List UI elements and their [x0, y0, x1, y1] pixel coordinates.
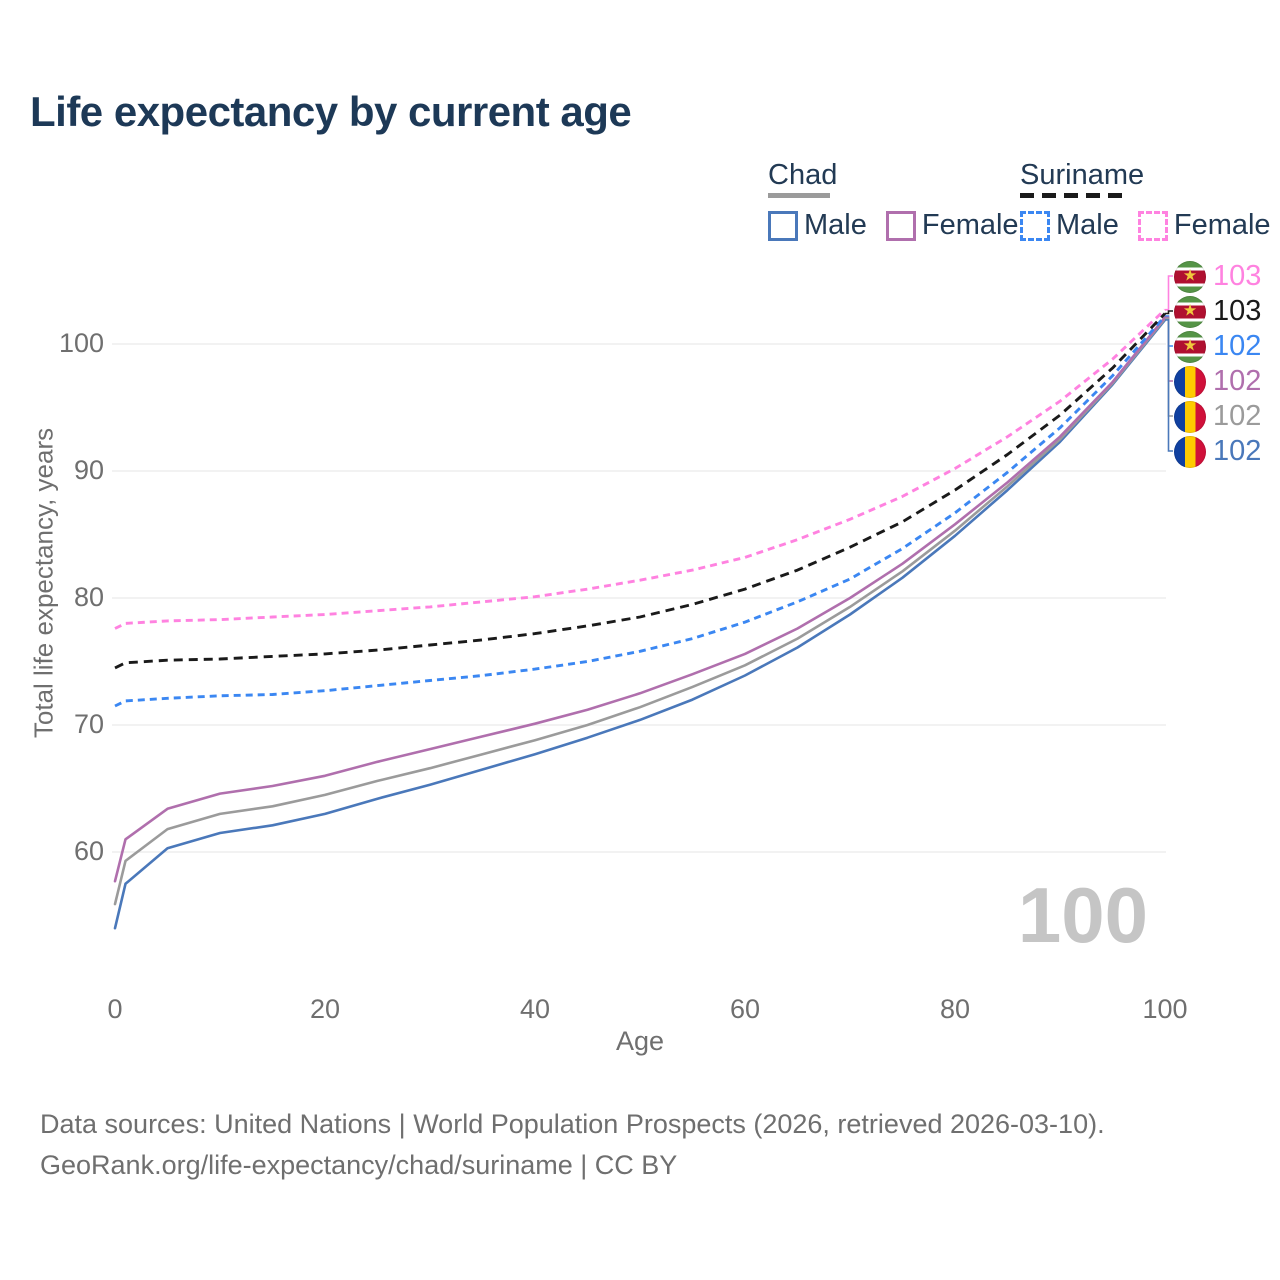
leader-line-chad-all: [1165, 317, 1173, 417]
legend-item-suriname-female[interactable]: Female: [1137, 209, 1271, 242]
series-line-suriname-female[interactable]: [114, 308, 1166, 630]
footer: Data sources: United Nations | World Pop…: [40, 1104, 1105, 1186]
suriname-flag-icon: [1174, 295, 1206, 328]
legend-suriname-male-label: Male: [1056, 209, 1119, 242]
legend-chad-all-swatch: [768, 193, 830, 199]
legend-group-chad: Chad Male Female: [768, 160, 1019, 242]
y-tick-70: 70: [73, 709, 104, 739]
end-label-row-chad-all: 102: [1174, 400, 1261, 433]
x-tick-80: 80: [939, 994, 971, 1024]
leader-line-chad-female: [1165, 316, 1173, 382]
suriname-flag-icon: [1174, 330, 1206, 363]
end-value-suriname-female: 103: [1213, 260, 1262, 292]
x-axis-title: Age: [615, 1026, 665, 1056]
legend-chad-label: Chad: [768, 159, 838, 191]
leader-line-suriname-female: [1165, 275, 1173, 311]
y-tick-100: 100: [58, 328, 104, 358]
series-line-suriname-all[interactable]: [114, 312, 1167, 670]
chad-female-swatch-icon: [885, 210, 916, 241]
x-tick-100: 100: [1142, 994, 1188, 1024]
chad-flag-icon: [1174, 365, 1206, 398]
series-line-chad-all[interactable]: [113, 317, 1167, 906]
end-value-chad-male: 102: [1213, 435, 1262, 467]
series-line-chad-male[interactable]: [113, 318, 1167, 930]
chad-flag-icon: [1174, 400, 1206, 433]
series-line-suriname-male[interactable]: [114, 315, 1167, 708]
legend-chad-female-label: Female: [921, 209, 1019, 242]
series-line-chad-female[interactable]: [113, 315, 1167, 883]
y-axis-title: Total life expectancy, years: [28, 427, 59, 739]
legend-suriname-label: Suriname: [1020, 159, 1145, 191]
chad-male-swatch-icon: [768, 210, 798, 241]
legend-suriname-female-label: Female: [1173, 209, 1271, 242]
x-tick-60: 60: [729, 994, 761, 1024]
end-label-row-suriname-male: 102: [1174, 330, 1261, 363]
x-tick-40: 40: [519, 994, 551, 1024]
end-value-chad-female: 102: [1213, 365, 1262, 397]
chad-flag-icon: [1174, 435, 1206, 468]
footer-attribution-line: GeoRank.org/life-expectancy/chad/surinam…: [40, 1150, 678, 1180]
end-value-chad-all: 102: [1213, 400, 1262, 432]
y-tick-90: 90: [73, 455, 104, 485]
end-label-row-suriname-all: 103: [1174, 295, 1261, 328]
end-label-row-chad-female: 102: [1174, 365, 1261, 398]
suriname-flag-icon: [1174, 260, 1206, 293]
x-tick-0: 0: [107, 994, 123, 1024]
end-label-row-suriname-female: 103: [1174, 260, 1261, 293]
suriname-male-swatch-icon: [1020, 210, 1050, 241]
leader-line-chad-male: [1165, 319, 1173, 452]
legend-chad-male-label: Male: [804, 209, 867, 242]
leader-line-suriname-all: [1165, 310, 1173, 315]
legend-item-suriname-male[interactable]: Male: [1020, 209, 1119, 242]
legend-item-chad-male[interactable]: Male: [768, 209, 867, 242]
x-tick-20: 20: [309, 994, 341, 1024]
end-value-suriname-all: 103: [1213, 295, 1262, 327]
end-label-row-chad-male: 102: [1174, 435, 1261, 468]
y-tick-60: 60: [73, 836, 104, 866]
y-tick-80: 80: [73, 582, 104, 612]
leader-line-suriname-male: [1165, 315, 1173, 347]
end-value-suriname-male: 102: [1213, 330, 1262, 362]
age-watermark: 100: [1017, 871, 1148, 959]
legend-group-suriname: Suriname Male Female: [1020, 160, 1271, 242]
page-title: Life expectancy by current age: [30, 88, 632, 135]
legend-item-chad-female[interactable]: Female: [885, 209, 1019, 242]
footer-sources-line: Data sources: United Nations | World Pop…: [40, 1109, 1105, 1139]
legend-suriname-all-swatch: [1020, 193, 1128, 199]
suriname-female-swatch-icon: [1137, 210, 1168, 241]
